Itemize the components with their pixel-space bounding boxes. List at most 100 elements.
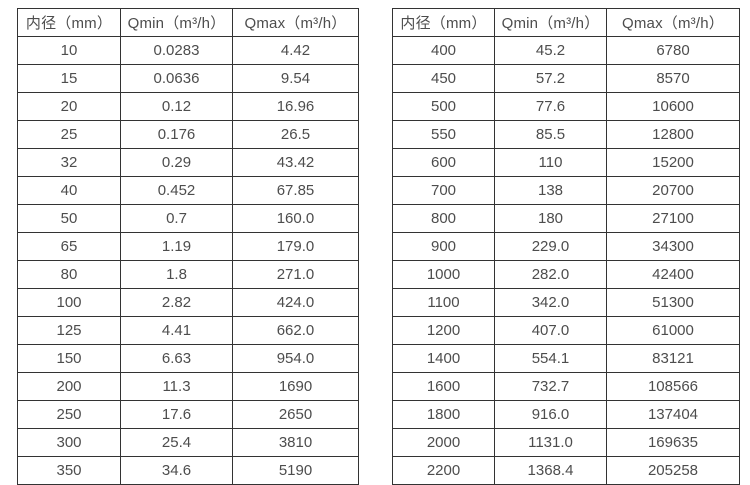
table-row: 600 110 15200: [392, 148, 740, 177]
table-cell: 1.19: [120, 232, 233, 261]
table-cell: 40: [17, 176, 121, 205]
table-cell: 34300: [606, 232, 740, 261]
column-header: Qmax（m³/h）: [232, 8, 359, 37]
table-cell: 662.0: [232, 316, 359, 345]
table-row: 1200 407.0 61000: [392, 316, 740, 345]
table-row: 80 1.8 271.0: [17, 260, 359, 289]
table-cell: 100: [17, 288, 121, 317]
table-row: 400 45.2 6780: [392, 36, 740, 65]
table-cell: 282.0: [494, 260, 607, 289]
table-cell: 34.6: [120, 456, 233, 485]
table-cell: 229.0: [494, 232, 607, 261]
table-cell: 200: [17, 372, 121, 401]
table-row: 450 57.2 8570: [392, 64, 740, 93]
table-row: 32 0.29 43.42: [17, 148, 359, 177]
table-cell: 450: [392, 64, 495, 93]
table-row: 1800 916.0 137404: [392, 400, 740, 429]
table-cell: 169635: [606, 428, 740, 457]
table-cell: 900: [392, 232, 495, 261]
table-cell: 400: [392, 36, 495, 65]
table-cell: 2.82: [120, 288, 233, 317]
table-cell: 20: [17, 92, 121, 121]
table-row: 50 0.7 160.0: [17, 204, 359, 233]
table-cell: 732.7: [494, 372, 607, 401]
table-cell: 83121: [606, 344, 740, 373]
table-row: 10 0.0283 4.42: [17, 36, 359, 65]
table-cell: 15: [17, 64, 121, 93]
table-row: 1100 342.0 51300: [392, 288, 740, 317]
table-cell: 25.4: [120, 428, 233, 457]
table-row: 2200 1368.4 205258: [392, 456, 740, 485]
table-cell: 250: [17, 400, 121, 429]
table-cell: 17.6: [120, 400, 233, 429]
table-cell: 6.63: [120, 344, 233, 373]
table-cell: 10: [17, 36, 121, 65]
column-header: 内径（mm）: [392, 8, 495, 37]
table-row: 125 4.41 662.0: [17, 316, 359, 345]
table-cell: 1000: [392, 260, 495, 289]
flow-range-table-large-diameters: 内径（mm） Qmin（m³/h） Qmax（m³/h） 400 45.2 6780 45…: [392, 8, 740, 485]
table-row: 15 0.0636 9.54: [17, 64, 359, 93]
table-cell: 108566: [606, 372, 740, 401]
table-row: 1400 554.1 83121: [392, 344, 740, 373]
table-cell: 1.8: [120, 260, 233, 289]
column-header: Qmin（m³/h）: [120, 8, 233, 37]
table-cell: 25: [17, 120, 121, 149]
table-cell: 9.54: [232, 64, 359, 93]
table-cell: 0.0636: [120, 64, 233, 93]
table-cell: 50: [17, 204, 121, 233]
table-cell: 80: [17, 260, 121, 289]
table-row: 900 229.0 34300: [392, 232, 740, 261]
table-row: 1600 732.7 108566: [392, 372, 740, 401]
table-cell: 600: [392, 148, 495, 177]
table-cell: 554.1: [494, 344, 607, 373]
table-row: 150 6.63 954.0: [17, 344, 359, 373]
table-cell: 27100: [606, 204, 740, 233]
table-cell: 26.5: [232, 120, 359, 149]
table-cell: 160.0: [232, 204, 359, 233]
column-header: Qmax（m³/h）: [606, 8, 740, 37]
table-cell: 65: [17, 232, 121, 261]
table-cell: 800: [392, 204, 495, 233]
table-cell: 43.42: [232, 148, 359, 177]
table-cell: 10600: [606, 92, 740, 121]
table-row: 25 0.176 26.5: [17, 120, 359, 149]
table-row: 20 0.12 16.96: [17, 92, 359, 121]
table-cell: 45.2: [494, 36, 607, 65]
table-cell: 110: [494, 148, 607, 177]
table-cell: 2200: [392, 456, 495, 485]
table-cell: 407.0: [494, 316, 607, 345]
table-cell: 2650: [232, 400, 359, 429]
table-row: 350 34.6 5190: [17, 456, 359, 485]
table-cell: 12800: [606, 120, 740, 149]
table-row: 65 1.19 179.0: [17, 232, 359, 261]
table-cell: 1368.4: [494, 456, 607, 485]
table-row: 200 11.3 1690: [17, 372, 359, 401]
table-cell: 51300: [606, 288, 740, 317]
table-cell: 205258: [606, 456, 740, 485]
table-cell: 350: [17, 456, 121, 485]
table-row: 700 138 20700: [392, 176, 740, 205]
table-cell: 954.0: [232, 344, 359, 373]
table-cell: 0.7: [120, 204, 233, 233]
table-cell: 57.2: [494, 64, 607, 93]
table-cell: 424.0: [232, 288, 359, 317]
table-cell: 1690: [232, 372, 359, 401]
table-cell: 5190: [232, 456, 359, 485]
table-cell: 1800: [392, 400, 495, 429]
table-cell: 1131.0: [494, 428, 607, 457]
table-row: 250 17.6 2650: [17, 400, 359, 429]
table-row: 2000 1131.0 169635: [392, 428, 740, 457]
column-header: 内径（mm）: [17, 8, 121, 37]
table-cell: 61000: [606, 316, 740, 345]
table-cell: 1600: [392, 372, 495, 401]
table-cell: 2000: [392, 428, 495, 457]
table-cell: 77.6: [494, 92, 607, 121]
header-row: 内径（mm） Qmin（m³/h） Qmax（m³/h）: [17, 8, 359, 37]
table-cell: 916.0: [494, 400, 607, 429]
table-cell: 1200: [392, 316, 495, 345]
table-cell: 500: [392, 92, 495, 121]
table-row: 1000 282.0 42400: [392, 260, 740, 289]
table-cell: 0.12: [120, 92, 233, 121]
